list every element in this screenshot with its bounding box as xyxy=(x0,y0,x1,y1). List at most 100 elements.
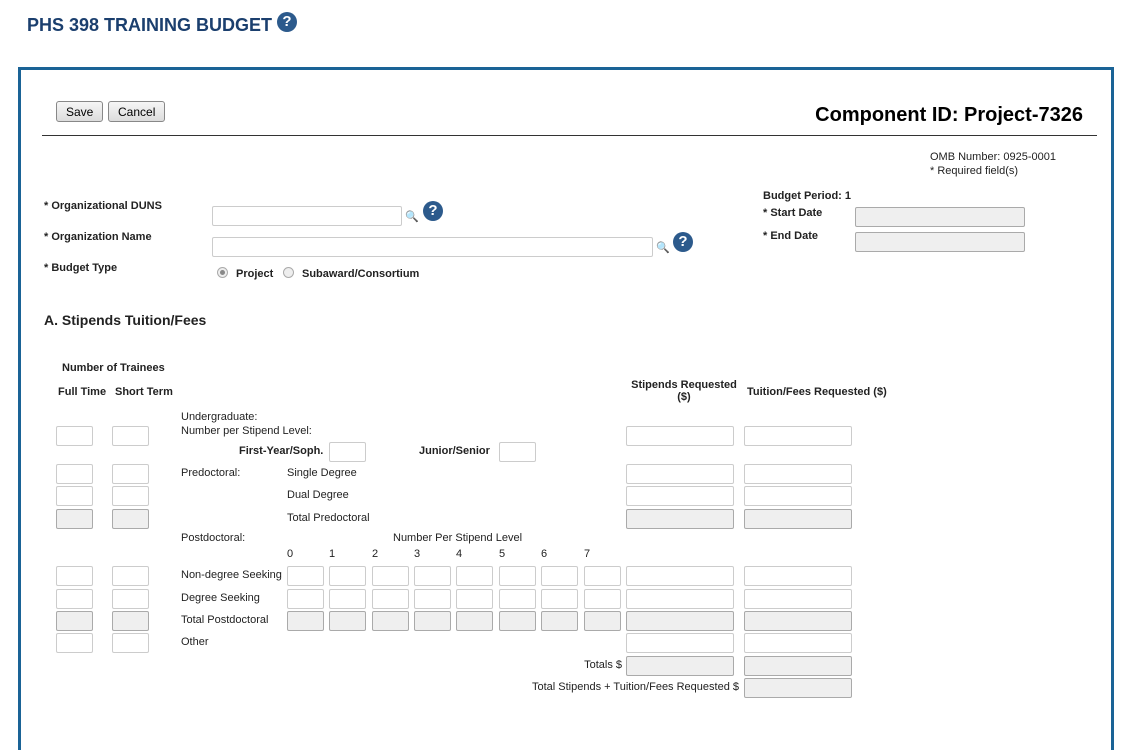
degree-full-time-input[interactable] xyxy=(56,589,93,609)
undergrad-full-time-input[interactable] xyxy=(56,426,93,446)
total-postdoc-label: Total Postdoctoral xyxy=(181,614,269,626)
non-degree-level-2-input[interactable] xyxy=(372,566,409,586)
totals-label: Totals $ xyxy=(584,659,622,671)
other-full-time-input[interactable] xyxy=(56,633,93,653)
org-name-label: * Organization Name xyxy=(44,231,152,243)
total-postdoc-level-1-input[interactable] xyxy=(329,611,366,631)
end-date-label: * End Date xyxy=(763,230,819,242)
undergrad-stipends-input[interactable] xyxy=(626,426,734,446)
stipend-level-5: 5 xyxy=(499,548,506,560)
non-degree-full-time-input[interactable] xyxy=(56,566,93,586)
degree-level-1-input[interactable] xyxy=(329,589,366,609)
undergrad-tuition-input[interactable] xyxy=(744,426,852,446)
undergrad-sub-label: Number per Stipend Level: xyxy=(181,425,312,437)
single-degree-stipends-input[interactable] xyxy=(626,464,734,484)
lookup-org-icon[interactable]: 🔍 xyxy=(656,242,670,254)
total-postdoc-level-5-input[interactable] xyxy=(499,611,536,631)
org-name-input[interactable] xyxy=(212,237,653,257)
total-predoc-tuition-input[interactable] xyxy=(744,509,852,529)
degree-level-3-input[interactable] xyxy=(414,589,451,609)
non-degree-level-5-input[interactable] xyxy=(499,566,536,586)
non-degree-level-6-input[interactable] xyxy=(541,566,578,586)
budget-period: Budget Period: 1 xyxy=(763,190,852,202)
form-panel xyxy=(18,67,1114,750)
duns-help-icon[interactable]: ? xyxy=(423,201,443,221)
total-predoc-short-term-input[interactable] xyxy=(112,509,149,529)
section-title: A. Stipends Tuition/Fees xyxy=(44,312,207,328)
non-degree-level-7-input[interactable] xyxy=(584,566,621,586)
short-term-header: Short Term xyxy=(115,386,173,398)
help-icon[interactable]: ? xyxy=(277,12,297,32)
required-note: * Required field(s) xyxy=(930,165,1019,177)
end-date-field[interactable] xyxy=(855,232,1025,252)
stipend-level-1: 1 xyxy=(329,548,336,560)
save-button[interactable]: Save xyxy=(56,101,104,122)
dual-degree-full-time-input[interactable] xyxy=(56,486,93,506)
postdoc-label: Postdoctoral: xyxy=(181,532,246,544)
total-postdoc-level-4-input[interactable] xyxy=(456,611,493,631)
totals-stipends-field[interactable] xyxy=(626,656,734,676)
first-year-label: First-Year/Soph. xyxy=(239,445,324,457)
non-degree-level-0-input[interactable] xyxy=(287,566,324,586)
num-trainees-header: Number of Trainees xyxy=(62,362,165,374)
cancel-button[interactable]: Cancel xyxy=(108,101,166,122)
undergrad-short-term-input[interactable] xyxy=(112,426,149,446)
total-predoc-full-time-input[interactable] xyxy=(56,509,93,529)
total-postdoc-level-7-input[interactable] xyxy=(584,611,621,631)
dual-degree-stipends-input[interactable] xyxy=(626,486,734,506)
degree-stipends-input[interactable] xyxy=(626,589,734,609)
single-degree-label: Single Degree xyxy=(287,467,357,479)
other-short-term-input[interactable] xyxy=(112,633,149,653)
total-postdoc-level-6-input[interactable] xyxy=(541,611,578,631)
duns-input[interactable] xyxy=(212,206,402,226)
totals-tuition-field[interactable] xyxy=(744,656,852,676)
stipend-level-0: 0 xyxy=(287,548,294,560)
junior-label: Junior/Senior xyxy=(419,445,490,457)
other-stipends-input[interactable] xyxy=(626,633,734,653)
start-date-field[interactable] xyxy=(855,207,1025,227)
radio-project[interactable] xyxy=(217,267,228,278)
other-tuition-input[interactable] xyxy=(744,633,852,653)
degree-level-5-input[interactable] xyxy=(499,589,536,609)
radio-subaward-label: Subaward/Consortium xyxy=(302,268,420,280)
omb-number: OMB Number: 0925-0001 xyxy=(930,151,1056,163)
radio-subaward[interactable] xyxy=(283,267,294,278)
org-name-help-icon[interactable]: ? xyxy=(673,232,693,252)
non-degree-tuition-input[interactable] xyxy=(744,566,852,586)
dual-degree-tuition-input[interactable] xyxy=(744,486,852,506)
lookup-duns-icon[interactable]: 🔍 xyxy=(405,211,419,223)
single-degree-short-term-input[interactable] xyxy=(112,464,149,484)
degree-level-6-input[interactable] xyxy=(541,589,578,609)
single-degree-full-time-input[interactable] xyxy=(56,464,93,484)
total-postdoc-level-2-input[interactable] xyxy=(372,611,409,631)
total-postdoc-level-0-input[interactable] xyxy=(287,611,324,631)
total-postdoc-short-term-input[interactable] xyxy=(112,611,149,631)
stipend-level-7: 7 xyxy=(584,548,591,560)
dual-degree-short-term-input[interactable] xyxy=(112,486,149,506)
budget-type-label: * Budget Type xyxy=(44,262,118,274)
junior-senior-input[interactable] xyxy=(499,442,536,462)
non-degree-level-1-input[interactable] xyxy=(329,566,366,586)
total-predoc-stipends-input[interactable] xyxy=(626,509,734,529)
stipends-header: Stipends Requested ($) xyxy=(631,379,737,403)
degree-level-2-input[interactable] xyxy=(372,589,409,609)
degree-tuition-input[interactable] xyxy=(744,589,852,609)
divider xyxy=(42,135,1097,136)
first-year-input[interactable] xyxy=(329,442,366,462)
degree-level-7-input[interactable] xyxy=(584,589,621,609)
degree-short-term-input[interactable] xyxy=(112,589,149,609)
single-degree-tuition-input[interactable] xyxy=(744,464,852,484)
non-degree-level-3-input[interactable] xyxy=(414,566,451,586)
grand-total-field[interactable] xyxy=(744,678,852,698)
non-degree-stipends-input[interactable] xyxy=(626,566,734,586)
stipend-level-2: 2 xyxy=(372,548,379,560)
total-postdoc-stipends-input[interactable] xyxy=(626,611,734,631)
non-degree-level-4-input[interactable] xyxy=(456,566,493,586)
degree-level-4-input[interactable] xyxy=(456,589,493,609)
total-predoc-label: Total Predoctoral xyxy=(287,512,370,524)
non-degree-short-term-input[interactable] xyxy=(112,566,149,586)
total-postdoc-full-time-input[interactable] xyxy=(56,611,93,631)
degree-level-0-input[interactable] xyxy=(287,589,324,609)
total-postdoc-tuition-input[interactable] xyxy=(744,611,852,631)
total-postdoc-level-3-input[interactable] xyxy=(414,611,451,631)
